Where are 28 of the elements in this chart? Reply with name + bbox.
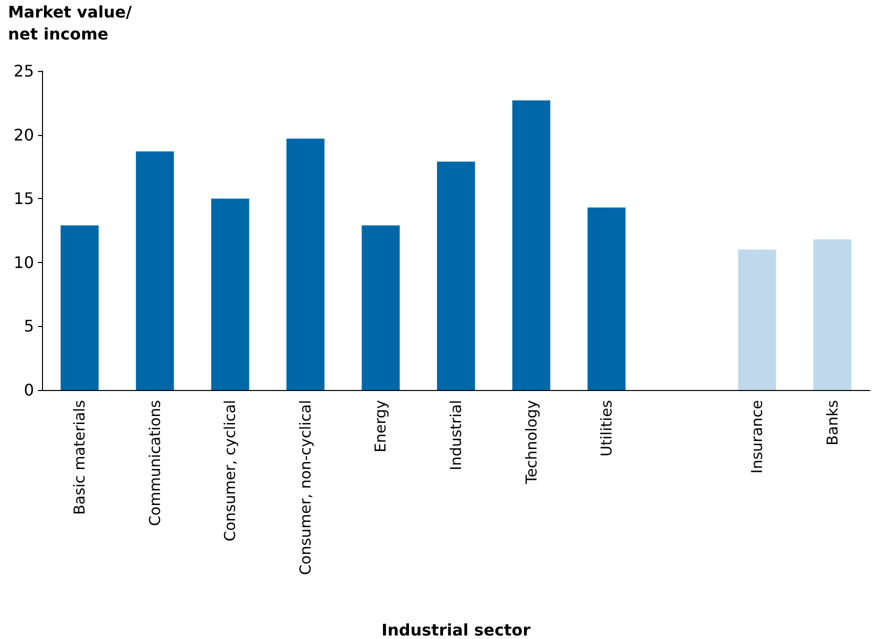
y-tick-label: 0 — [24, 380, 34, 400]
bar — [512, 100, 550, 390]
y-tick-label: 15 — [14, 189, 34, 208]
bar — [60, 225, 99, 390]
y-tick-label: 5 — [24, 316, 34, 336]
x-tick-label: Consumer, non-cyclical — [296, 400, 314, 575]
bar — [362, 225, 400, 390]
x-tick-label: Industrial — [447, 400, 465, 470]
x-axis-title: Industrial sector — [382, 620, 531, 639]
bar — [136, 151, 174, 390]
bar — [211, 198, 250, 390]
y-axis-title: Market value/ net income — [8, 2, 132, 44]
y-tick-label: 10 — [14, 252, 34, 272]
bar — [588, 208, 626, 390]
y-tick-label: 20 — [14, 125, 34, 144]
bar — [437, 162, 475, 390]
x-tick-label: Insurance — [748, 400, 766, 474]
x-tick-label: Consumer, cyclical — [221, 400, 240, 542]
x-tick-label: Basic materials — [70, 400, 89, 515]
x-tick-label: Utilities — [598, 400, 616, 456]
y-tick-label: 25 — [14, 62, 34, 80]
x-tick-label: Communications — [146, 400, 164, 526]
bar — [813, 239, 852, 390]
x-tick-label: Banks — [823, 400, 842, 446]
x-tick-label: Technology — [522, 400, 540, 486]
bar — [738, 250, 776, 390]
x-tick-label: Energy — [372, 400, 390, 453]
bar — [286, 138, 324, 390]
